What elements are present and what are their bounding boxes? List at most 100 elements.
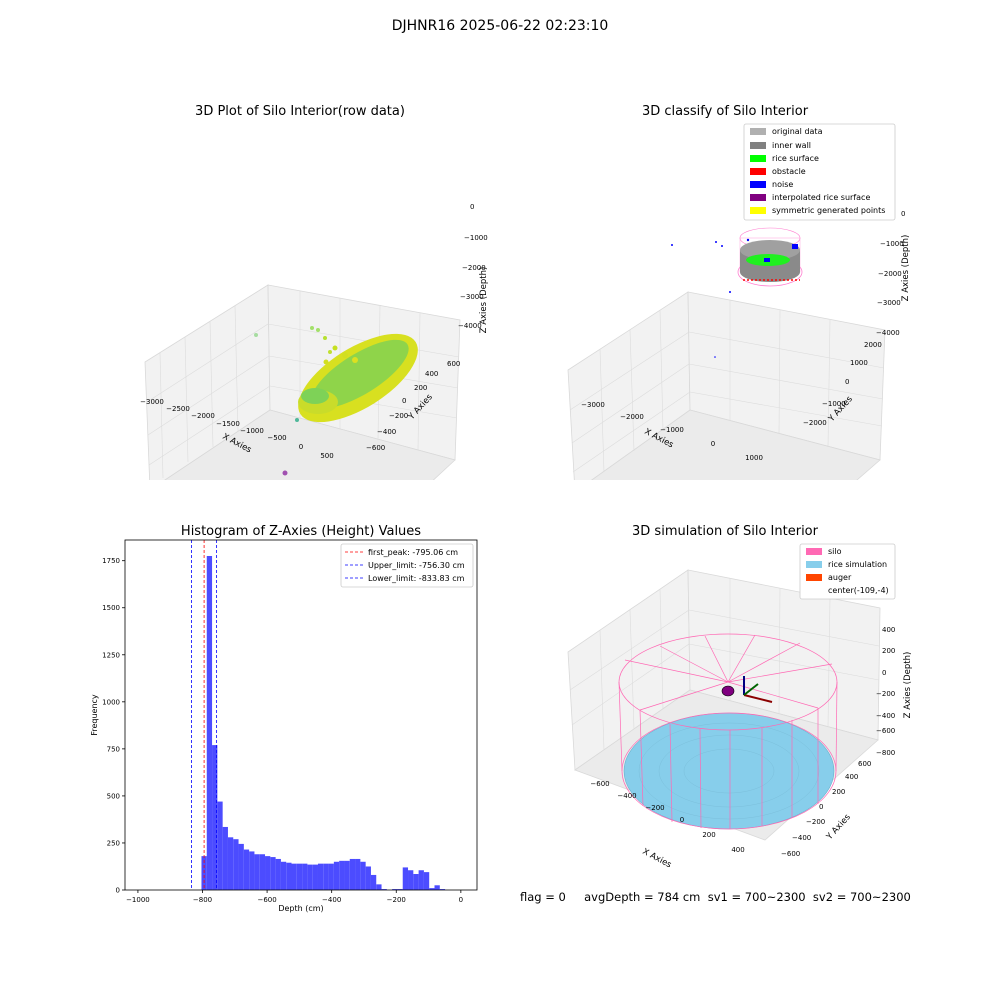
raw-x-tick: −1500 xyxy=(216,420,240,428)
simulation-legend: silo rice simulation auger center(-109,-… xyxy=(799,543,896,600)
classify-x-tick: −1000 xyxy=(660,426,684,434)
histogram-bar xyxy=(317,863,324,890)
legend-label: inner wall xyxy=(772,141,811,150)
histogram-bar xyxy=(307,864,313,890)
simulation-3d-plot: silo rice simulation auger center(-109,-… xyxy=(567,543,913,871)
y-tick-label: 1250 xyxy=(102,651,120,659)
histogram-bar xyxy=(328,863,334,890)
x-tick-label: −600 xyxy=(257,896,276,904)
raw-x-tick: 0 xyxy=(299,443,303,451)
classify-z-tick: 0 xyxy=(901,210,905,218)
raw-x-tick: −3000 xyxy=(140,398,164,406)
sim-x-label: X Axies xyxy=(641,847,674,871)
sim-x-tick: −400 xyxy=(617,792,636,800)
sim-silo-wireframe xyxy=(618,633,838,830)
raw-x-tick: −2500 xyxy=(166,405,190,413)
y-tick-label: 500 xyxy=(107,792,120,800)
classify-floor-pane xyxy=(591,409,881,480)
legend-swatch-symmetric xyxy=(750,207,766,214)
sim-x-tick: 200 xyxy=(702,831,715,839)
histogram-bar xyxy=(249,851,255,890)
legend-label: symmetric generated points xyxy=(772,206,885,215)
legend-label: obstacle xyxy=(772,167,806,176)
raw-z-tick: −3000 xyxy=(460,293,484,301)
legend-swatch-original xyxy=(750,128,766,135)
histogram-bar xyxy=(439,889,446,890)
histogram-bar xyxy=(227,837,234,890)
x-tick-label: −400 xyxy=(322,896,341,904)
histogram-legend: first_peak: -795.06 cm Upper_limit: -756… xyxy=(340,543,474,588)
histogram-y-ticks: 0 250 500 750 1000 1250 1500 1750 xyxy=(102,557,125,895)
sim-z-tick: 0 xyxy=(882,669,886,677)
histogram-bar xyxy=(333,861,340,890)
sim-z-tick: −800 xyxy=(876,749,895,757)
legend-swatch-silo xyxy=(806,548,822,555)
legend-swatch-rice-surface xyxy=(750,155,766,162)
classify-plot-title: 3D classify of Silo Interior xyxy=(641,104,809,119)
histogram-bar xyxy=(365,866,371,890)
legend-label: silo xyxy=(828,547,842,556)
sim-z-tick: −200 xyxy=(876,690,895,698)
histogram-bar xyxy=(423,872,430,890)
figure-title: DJHNR16 2025-06-22 02:23:10 xyxy=(391,18,609,34)
classify-y-tick: 2000 xyxy=(864,341,882,349)
legend-label: rice surface xyxy=(772,154,819,163)
classify-z-tick: −1000 xyxy=(880,240,904,248)
histogram-x-label: Depth (cm) xyxy=(278,904,323,913)
classify-y-tick: −1000 xyxy=(822,400,846,408)
sim-y-tick: 400 xyxy=(845,773,858,781)
classify-3d-plot: original data inner wall rice surface ob… xyxy=(567,123,911,480)
histogram-bar xyxy=(265,856,271,890)
histogram-frame xyxy=(124,539,478,891)
histogram-bar xyxy=(238,843,244,890)
classify-x-tick: −2000 xyxy=(620,413,644,421)
raw-z-label: Z Axies (Depth) xyxy=(479,267,489,334)
legend-label: center(-109,-4) xyxy=(828,586,889,595)
classify-y-tick: 1000 xyxy=(850,359,868,367)
histogram-bar xyxy=(418,870,424,890)
histogram-bar xyxy=(222,826,228,890)
histogram-bar xyxy=(360,861,366,890)
x-tick-label: 0 xyxy=(459,896,463,904)
legend-label: original data xyxy=(772,127,823,136)
histogram-bar xyxy=(408,870,414,890)
legend-swatch-obstacle xyxy=(750,168,766,175)
raw-z-tick: 0 xyxy=(470,203,474,211)
histogram-bar xyxy=(286,862,292,890)
histogram-bar xyxy=(201,856,207,890)
raw-z-tick: −2000 xyxy=(462,264,486,272)
sim-x-tick: 400 xyxy=(731,846,744,854)
y-tick-label: 1500 xyxy=(102,604,120,612)
histogram-bar xyxy=(323,863,329,890)
classify-x-tick: 0 xyxy=(711,440,715,448)
histogram-bar xyxy=(434,885,440,890)
legend-swatch-inner-wall xyxy=(750,142,766,149)
histogram-chart: −1000 −800 −600 −400 −200 0 0 250 500 750 1000 125… xyxy=(90,539,478,913)
classify-x-tick: 1000 xyxy=(745,454,763,462)
y-tick-label: 0 xyxy=(116,887,120,895)
raw-z-tick: −1000 xyxy=(464,234,488,242)
sim-y-tick: −600 xyxy=(781,850,800,858)
classify-noise-points xyxy=(671,238,750,358)
histogram-bar xyxy=(312,864,318,890)
histogram-title: Histogram of Z-Axies (Height) Values xyxy=(180,524,422,539)
classify-silo-cylinder xyxy=(737,227,803,287)
legend-label: first_peak: -795.06 cm xyxy=(368,548,458,557)
histogram-bar xyxy=(376,884,382,890)
status-footer: flag = 0 avgDepth = 784 cm sv1 = 700~230… xyxy=(520,890,911,904)
sim-z-tick: 400 xyxy=(882,626,895,634)
sim-y-tick: −200 xyxy=(806,818,825,826)
classify-z-tick: −3000 xyxy=(877,299,901,307)
histogram-bar xyxy=(355,858,361,890)
legend-label: auger xyxy=(828,573,852,582)
sim-rice-surface xyxy=(623,712,835,830)
raw-y-tick: −200 xyxy=(389,412,408,420)
x-tick-label: −200 xyxy=(387,896,406,904)
classify-z-tick: −4000 xyxy=(876,329,900,337)
classify-z-label: Z Axies (Depth) xyxy=(901,235,911,302)
raw-point-cloud xyxy=(298,333,418,423)
raw-x-tick: −2000 xyxy=(191,412,215,420)
histogram-bar xyxy=(233,839,239,890)
histogram-bar xyxy=(280,861,287,890)
x-tick-label: −800 xyxy=(193,896,212,904)
